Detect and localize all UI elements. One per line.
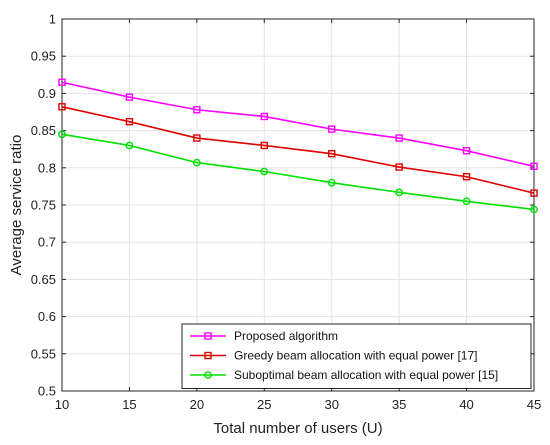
y-tick-label: 1 <box>49 12 56 27</box>
legend-swatch-marker <box>204 332 212 340</box>
y-tick-label: 0.95 <box>31 49 56 64</box>
series-3-point <box>395 188 404 197</box>
y-tick-label: 0.7 <box>38 235 56 250</box>
series-1-point <box>395 134 403 142</box>
y-tick-label: 0.8 <box>38 160 56 175</box>
series-1-point <box>58 78 66 86</box>
y-tick-label: 0.65 <box>31 272 56 287</box>
y-tick-label: 0.6 <box>38 309 56 324</box>
legend-box <box>181 323 532 389</box>
series-2-point <box>395 163 403 171</box>
series-2-point <box>58 103 66 111</box>
series-3-point <box>530 205 538 214</box>
series-1-point <box>193 106 201 114</box>
series-1 <box>58 78 538 171</box>
series-3-point <box>327 178 336 187</box>
series-3-point <box>125 141 134 150</box>
series-3-point <box>260 167 269 176</box>
legend-label: Proposed algorithm <box>234 329 338 343</box>
y-tick-label: 0.5 <box>38 384 56 399</box>
y-tick-label: 0.85 <box>31 123 56 138</box>
series-3-point <box>462 197 471 206</box>
series-3 <box>58 130 538 214</box>
legend-item-2: Greedy beam allocation with equal power … <box>190 349 477 363</box>
x-tick-label: 25 <box>257 397 271 412</box>
x-tick-label: 15 <box>122 397 136 412</box>
series-3-point <box>58 130 66 139</box>
legend-item-1: Proposed algorithm <box>190 329 338 343</box>
x-tick-label: 35 <box>392 397 406 412</box>
series-1-point <box>462 146 471 155</box>
legend: Proposed algorithm Greedy beam allocation… <box>181 323 532 389</box>
series-group <box>58 78 538 214</box>
series-2-point <box>125 117 134 126</box>
x-axis-title: Total number of users (U) <box>213 420 382 437</box>
legend-swatch-marker <box>204 351 212 360</box>
x-tick-label: 40 <box>459 397 473 412</box>
legend-swatch-marker <box>204 371 212 379</box>
series-1-point <box>328 125 336 133</box>
series-1-line <box>61 81 535 168</box>
y-tick-label: 0.75 <box>31 198 56 213</box>
x-tick-label: 10 <box>55 397 69 412</box>
series-3-point <box>192 158 201 167</box>
series-2-point <box>462 173 471 181</box>
legend-label: Greedy beam allocation with equal power … <box>234 349 477 363</box>
y-tick-label: 0.9 <box>38 86 56 101</box>
axis-ticks: 10 15 20 25 30 35 40 45 0.5 0.55 0.6 0.65 0.7 0.75 0.8… <box>31 12 542 413</box>
x-tick-label: 20 <box>190 397 204 412</box>
series-3-line <box>61 133 535 211</box>
series-1-point <box>260 112 268 121</box>
series-2-point <box>193 134 201 142</box>
legend-item-3: Suboptimal beam allocation with equal po… <box>190 368 498 382</box>
series-2 <box>58 103 538 197</box>
series-1-point <box>530 162 538 171</box>
y-tick-label: 0.55 <box>31 346 56 361</box>
y-axis-title: Average service ratio <box>8 135 25 276</box>
series-2-point <box>260 141 268 150</box>
series-2-point <box>530 189 538 197</box>
legend-label: Suboptimal beam allocation with equal po… <box>234 368 498 382</box>
series-2-line <box>61 106 535 194</box>
series-2-point <box>328 149 336 158</box>
series-1-point <box>125 93 134 101</box>
x-tick-label: 30 <box>324 397 338 412</box>
x-tick-label: 45 <box>527 397 541 412</box>
